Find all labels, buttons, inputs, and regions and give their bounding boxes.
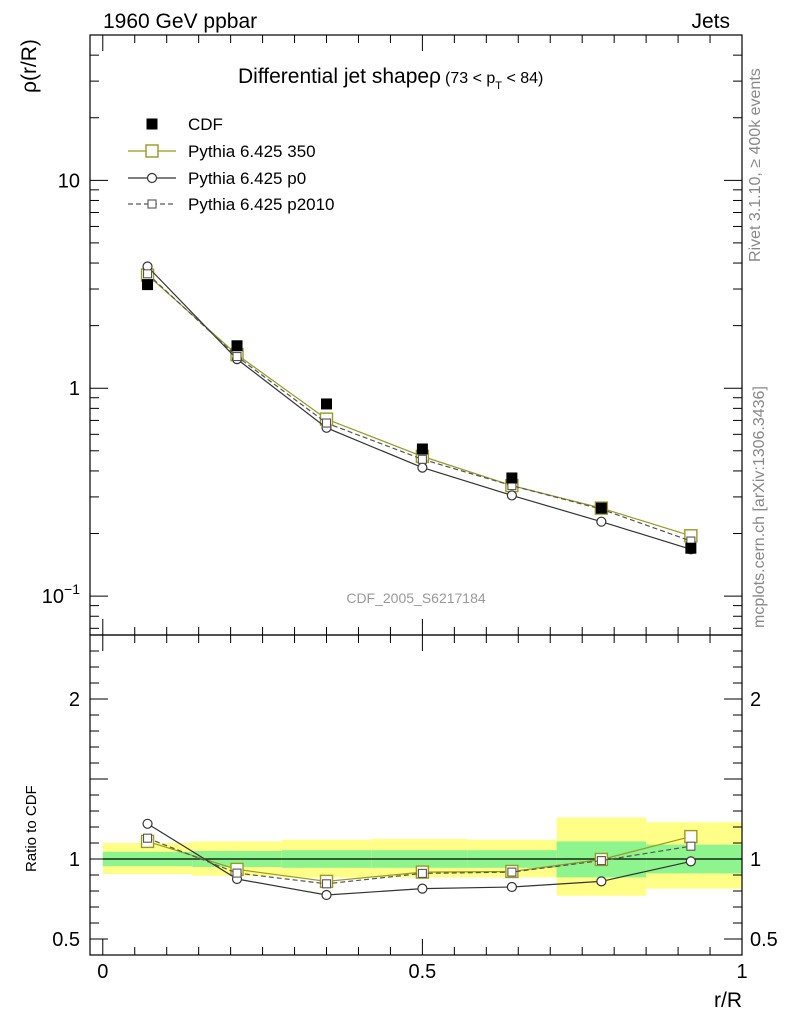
legend-label-pythia-6-425-p2010: Pythia 6.425 p2010: [188, 195, 335, 214]
main-point-cdf-2: [321, 398, 333, 410]
legend: CDF Pythia 6.425 350 Pythia 6.425 p0 Pythia…: [128, 115, 335, 214]
main-y-axis-label: ρ(r/R): [18, 39, 41, 93]
x-tick-label-2: 1: [736, 961, 747, 983]
header-left: 1960 GeV ppbar: [103, 10, 257, 33]
ratio-point-pythia-6-425-p2010-2: [321, 879, 332, 889]
ratio-point-pythia-6-425-p2010-4: [507, 867, 517, 877]
ratio-point-pythia-6-425-350-6: [684, 829, 698, 844]
x-tick-label-0: 0: [97, 961, 108, 983]
ratio-point-pythia-6-425-p0-0: [142, 818, 153, 829]
main-y-tick-label-1: 1: [69, 378, 80, 400]
main-point-pythia-6-425-p2010-1: [232, 351, 242, 362]
main-point-pythia-6-425-p2010-0: [142, 269, 153, 279]
legend-marker-pythia-6-425-p0: [146, 172, 158, 184]
legend-label-cdf: CDF: [188, 115, 223, 134]
ratio-point-pythia-6-425-p2010-3: [417, 868, 427, 878]
x-axis-label: r/R: [714, 989, 742, 1012]
main-plot-series: [140, 261, 698, 555]
watermark-label: CDF_2005_S6217184: [346, 590, 486, 606]
main-point-pythia-6-425-p0-3: [417, 462, 428, 473]
main-y-tick-label-0: 10−1: [42, 581, 80, 608]
ratio-point-pythia-6-425-p0-3: [417, 883, 428, 894]
main-title-text: Differential jet shapeρ: [238, 65, 441, 88]
ratio-point-pythia-6-425-p2010-6: [686, 841, 696, 851]
main-point-cdf-0: [142, 279, 154, 291]
main-title-range: (73 < p: [445, 70, 495, 87]
ratio-point-pythia-6-425-p2010-1: [232, 868, 242, 878]
ratio-y-tick-label-right-1: 1: [750, 849, 761, 871]
main-point-pythia-6-425-p2010-3: [417, 454, 427, 464]
ratio-y-tick-label-right-0: 0.5: [750, 929, 778, 951]
ratio-plot-series: [140, 818, 698, 901]
ratio-point-pythia-6-425-p2010-5: [596, 856, 606, 866]
ratio-frame: [89, 634, 743, 956]
main-line-pythia-6-425-p2010: [147, 273, 692, 542]
legend-label-pythia-6-425-350: Pythia 6.425 350: [188, 142, 316, 161]
legend-marker-pythia-6-425-p2010: [147, 199, 157, 209]
main-point-pythia-6-425-p0-4: [506, 490, 517, 501]
legend-marker-pythia-6-425-350: [145, 144, 159, 158]
ratio-y-tick-label-right-2: 2: [750, 689, 761, 711]
main-line-pythia-6-425-350: [147, 274, 692, 537]
ratio-point-pythia-6-425-p0-6: [685, 856, 696, 867]
ratio-y-tick-label-left-1: 1: [69, 849, 80, 871]
ratio-point-pythia-6-425-p0-2: [321, 889, 332, 901]
ratio-point-pythia-6-425-p0-4: [506, 881, 517, 893]
main-point-cdf-6: [685, 542, 697, 554]
ratio-point-pythia-6-425-p0-5: [596, 876, 607, 887]
ratio-y-axis-label: Ratio to CDF: [23, 785, 40, 872]
main-line-pythia-6-425-p0: [147, 266, 692, 550]
main-title-range-end: < 84): [502, 70, 543, 87]
main-point-cdf-1: [231, 340, 243, 352]
side-label-bottom: mcplots.cern.ch [arXiv:1306.3436]: [751, 386, 768, 628]
main-point-cdf-4: [506, 472, 518, 484]
main-point-cdf-3: [416, 443, 428, 455]
ratio-y-tick-label-left-2: 2: [69, 689, 80, 711]
main-point-pythia-6-425-p0-5: [596, 516, 607, 527]
main-y-tick-label-2: 10: [58, 170, 80, 192]
legend-label-pythia-6-425-p0: Pythia 6.425 p0: [188, 169, 306, 188]
header-right: Jets: [691, 10, 730, 33]
legend-marker-cdf: [146, 118, 158, 130]
ratio-point-pythia-6-425-p2010-0: [142, 833, 153, 843]
side-label-top: Rivet 3.1.10, ≥ 400k events: [747, 68, 764, 262]
main-point-cdf-5: [595, 502, 607, 514]
main-point-pythia-6-425-p2010-2: [321, 418, 332, 428]
ratio-y-tick-label-left-0: 0.5: [52, 929, 80, 951]
x-tick-label-1: 0.5: [408, 961, 436, 983]
main-title: Differential jet shapeρ (73 < pT < 84): [238, 65, 543, 92]
main-title-sub: T: [495, 80, 502, 92]
